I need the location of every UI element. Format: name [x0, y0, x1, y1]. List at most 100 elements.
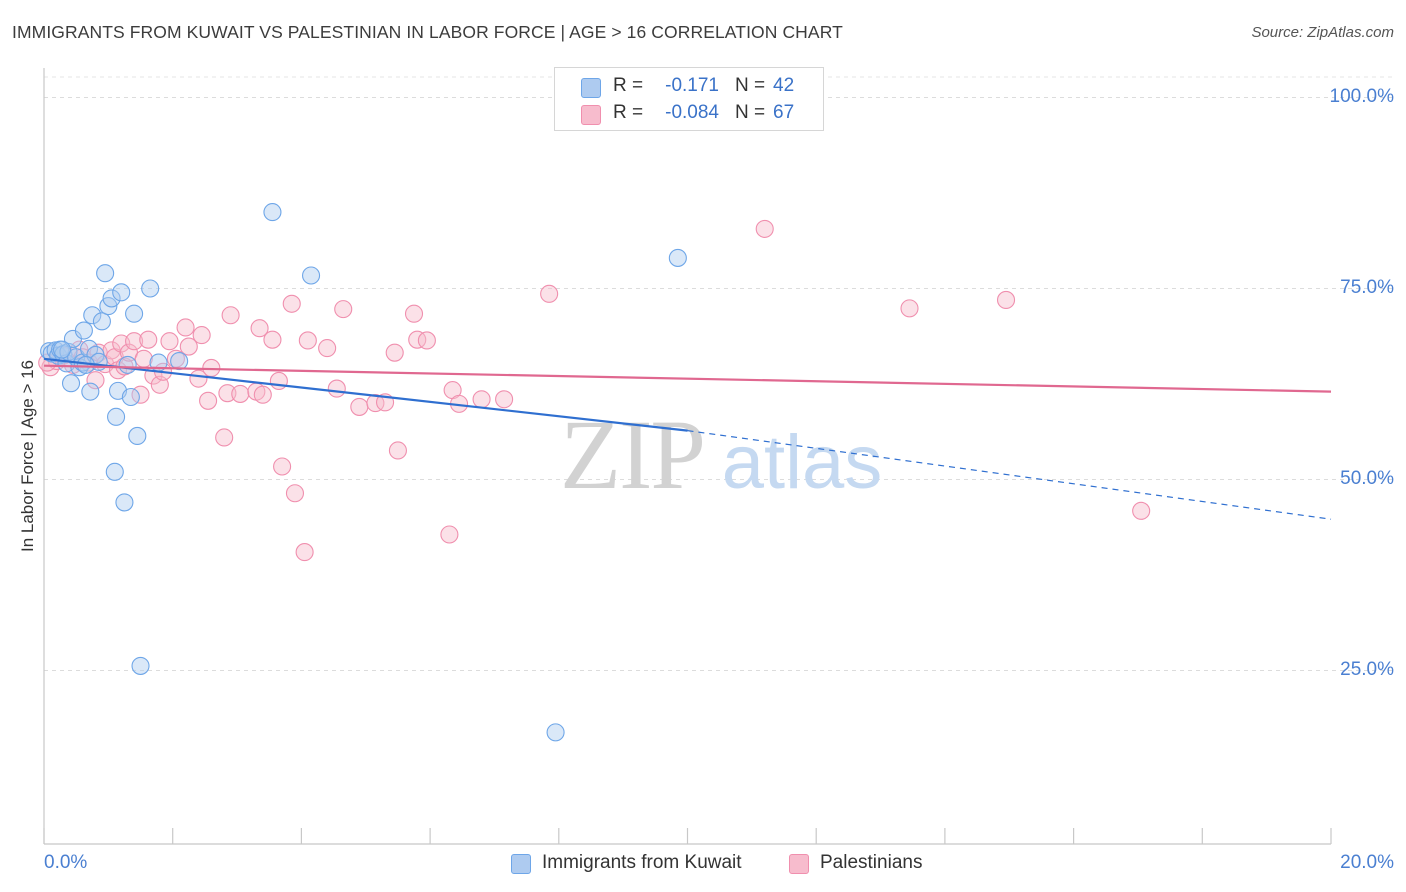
x-tick-label-max: 20.0% — [1340, 852, 1394, 873]
kuwait-point — [96, 264, 115, 283]
palestinians-point — [269, 371, 288, 390]
palestinians-point — [282, 294, 301, 313]
palestinians-point — [253, 385, 272, 404]
palestinians-point — [199, 391, 218, 410]
y-tick-label: 25.0% — [1340, 658, 1394, 680]
r-value: -0.084 — [665, 102, 719, 123]
kuwait-point — [668, 248, 687, 267]
palestinians-point — [221, 306, 240, 325]
r-value: -0.171 — [665, 75, 719, 96]
stats-legend: R = -0.171 N = 42 R = -0.084 N = 67 — [554, 67, 824, 131]
kuwait-point — [131, 656, 150, 675]
kuwait-point — [302, 266, 321, 285]
palestinians-point — [176, 318, 195, 337]
palestinians-point — [350, 397, 369, 416]
source-label: Source: ZipAtlas.com — [1251, 24, 1394, 41]
x-tick-label-min: 0.0% — [44, 852, 88, 873]
palestinians-point — [139, 330, 158, 349]
palestinians-legend-swatch — [789, 854, 809, 874]
palestinians-point — [366, 394, 385, 413]
palestinians-point — [327, 379, 346, 398]
kuwait-point — [118, 355, 137, 374]
palestinians-point — [179, 337, 198, 356]
chart-title: IMMIGRANTS FROM KUWAIT VS PALESTINIAN IN… — [12, 22, 843, 42]
palestinians-point — [189, 369, 208, 388]
kuwait-point — [81, 382, 100, 401]
kuwait-point — [263, 203, 282, 222]
kuwait-point — [102, 289, 121, 308]
y-axis-title: In Labor Force | Age > 16 — [18, 359, 37, 553]
palestinians-trend-line — [43, 364, 1332, 393]
palestinians-swatch — [581, 105, 601, 125]
kuwait-points — [40, 203, 687, 742]
n-value: 42 — [773, 75, 795, 96]
palestinians-point — [472, 390, 491, 409]
stats-legend-row-kuwait: R = -0.171 N = 42 — [555, 75, 823, 101]
legend-label-palestinians: Palestinians — [820, 852, 923, 873]
palestinians-point — [408, 330, 427, 349]
kuwait-legend-swatch — [511, 854, 531, 874]
palestinians-point — [495, 390, 514, 409]
palestinians-point — [273, 457, 292, 476]
gridlines — [44, 76, 1393, 671]
kuwait-point — [170, 352, 189, 371]
y-tick-label: 100.0% — [1329, 85, 1394, 107]
n-value: 67 — [773, 102, 795, 123]
y-tick-label: 50.0% — [1340, 467, 1394, 489]
palestinians-point — [295, 543, 314, 562]
kuwait-point — [52, 340, 72, 359]
palestinians-point — [250, 319, 269, 338]
watermark-zip: ZIP — [560, 399, 704, 510]
palestinians-point — [86, 371, 105, 390]
kuwait-point — [125, 304, 144, 323]
kuwait-point — [112, 283, 131, 302]
kuwait-point — [121, 387, 140, 407]
kuwait-trend-line — [43, 357, 688, 432]
palestinians-point — [192, 326, 211, 345]
palestinians-point — [263, 330, 282, 349]
palestinians-point — [318, 339, 337, 358]
kuwait-point — [128, 426, 147, 446]
palestinians-point — [298, 331, 317, 350]
palestinians-point — [385, 343, 404, 362]
palestinians-point — [417, 331, 436, 350]
palestinians-point — [540, 284, 559, 303]
kuwait-point — [92, 312, 111, 331]
r-label: R = — [613, 102, 644, 123]
palestinians-point — [231, 384, 250, 403]
legend-label-kuwait: Immigrants from Kuwait — [542, 852, 742, 873]
palestinians-point — [388, 441, 407, 460]
n-label: N = — [735, 75, 766, 96]
trend-lines — [43, 357, 1332, 520]
kuwait-point — [74, 321, 93, 340]
palestinians-point — [996, 290, 1016, 310]
kuwait-point — [107, 407, 126, 426]
palestinians-point — [160, 332, 179, 351]
stats-legend-row-palestinians: R = -0.084 N = 67 — [555, 102, 823, 128]
kuwait-swatch — [581, 78, 601, 98]
palestinians-point — [215, 428, 234, 447]
kuwait-point — [115, 493, 134, 512]
palestinians-point — [125, 332, 144, 351]
palestinians-point — [334, 300, 353, 319]
y-tick-label: 75.0% — [1340, 276, 1394, 298]
r-label: R = — [613, 75, 644, 96]
kuwait-point — [546, 723, 565, 742]
palestinians-point — [1132, 501, 1151, 520]
palestinians-point — [218, 384, 237, 403]
kuwait-point — [141, 279, 160, 298]
palestinians-point — [440, 525, 459, 544]
palestinians-point — [285, 484, 305, 503]
kuwait-trend-extension — [687, 430, 1332, 520]
kuwait-point — [61, 374, 81, 393]
kuwait-point — [83, 306, 102, 325]
palestinians-point — [755, 219, 774, 238]
palestinians-point — [900, 299, 919, 318]
watermark-atlas: atlas — [722, 420, 883, 505]
axes — [43, 68, 1332, 845]
palestinians-point — [134, 349, 153, 368]
kuwait-point — [105, 462, 124, 481]
palestinians-point — [404, 304, 424, 323]
n-label: N = — [735, 102, 766, 123]
